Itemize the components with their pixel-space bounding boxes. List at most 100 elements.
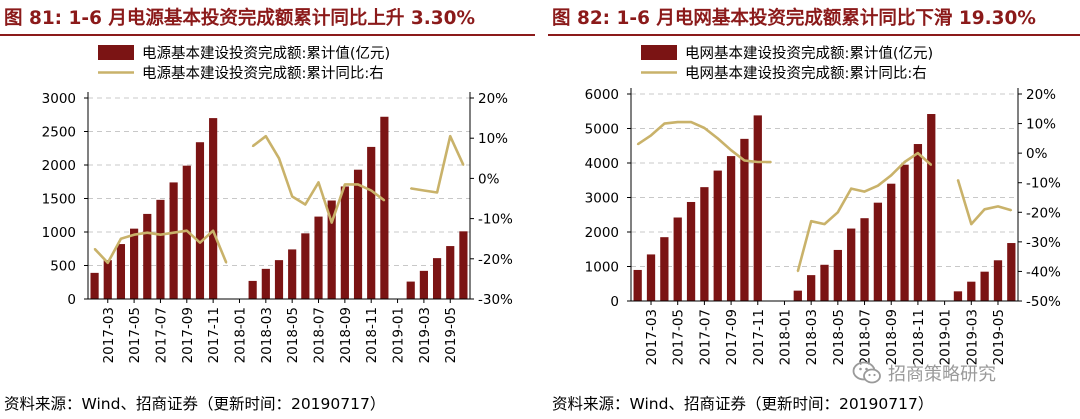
y-left-tick-label: 3000	[585, 191, 619, 207]
x-tick-label: 2018-09	[338, 307, 354, 363]
source-note: 资料来源：Wind、招商证券（更新时间：20190717）	[552, 395, 934, 413]
x-tick-label: 2017-05	[127, 307, 143, 363]
line-point	[730, 149, 732, 151]
y-right-tick-label: 10%	[1026, 117, 1056, 133]
bar	[195, 142, 205, 299]
bar	[660, 237, 669, 301]
bar	[156, 199, 165, 299]
line-point	[756, 161, 759, 163]
y-left-tick-label: 5000	[585, 122, 619, 138]
y-left-tick-label: 4000	[585, 156, 619, 172]
x-tick-label: 2018-09	[884, 309, 900, 365]
x-tick-label: 2019-03	[964, 309, 980, 365]
bar	[1007, 243, 1016, 301]
bar	[847, 228, 856, 301]
bar	[90, 272, 99, 299]
bar	[288, 249, 297, 299]
bar	[314, 216, 323, 299]
bar	[673, 217, 682, 301]
line-point	[650, 134, 652, 137]
line-point	[330, 221, 333, 224]
line-point	[146, 231, 149, 234]
bar	[248, 280, 257, 299]
line-point	[676, 121, 679, 123]
line-point	[199, 241, 201, 244]
y-right-tick-label: -10%	[1026, 176, 1061, 192]
bar	[686, 201, 696, 301]
y-right-tick-label: -30%	[1026, 235, 1061, 251]
line-point	[770, 161, 772, 163]
y-right-tick-label: -50%	[1026, 294, 1061, 310]
x-tick-label: 2017-07	[697, 309, 713, 365]
line-point	[133, 233, 135, 236]
y-left-tick-label: 6000	[585, 87, 619, 103]
line-point	[120, 237, 122, 240]
legend-bar-swatch	[641, 45, 677, 60]
y-right-tick-label: -40%	[1026, 264, 1061, 280]
x-tick-label: 2018-07	[858, 309, 874, 365]
y-right-tick-label: 20%	[1026, 87, 1056, 103]
y-left-tick-label: 0	[610, 294, 619, 310]
legend-bar-label: 电源基本建设投资完成额:累计值(亿元)	[142, 45, 390, 62]
bar	[807, 275, 816, 301]
line-point	[304, 203, 307, 206]
bar	[980, 271, 989, 301]
bar	[432, 258, 442, 299]
bar	[116, 244, 126, 299]
bar	[261, 268, 270, 299]
line-point	[930, 164, 933, 166]
bar	[993, 260, 1003, 301]
line-point	[265, 135, 267, 137]
line-point	[423, 189, 425, 192]
bar	[700, 187, 709, 301]
bar	[726, 156, 736, 301]
bar	[367, 146, 376, 299]
watermark: 招商策略研究	[852, 360, 996, 386]
x-tick-label: 2017-09	[180, 307, 196, 363]
y-right-tick-label: 10%	[478, 131, 508, 147]
bar	[169, 182, 178, 299]
x-tick-label: 2017-11	[206, 307, 222, 363]
line-point	[449, 135, 452, 137]
bar	[913, 144, 923, 301]
x-tick-label: 2018-01	[232, 307, 248, 363]
y-left-tick-label: 0	[67, 292, 76, 308]
chart-panel-power-grid: 图 82: 1-6 月电网基本投资完成额累计同比下滑 19.30% 0 1000 2…	[548, 0, 1080, 390]
bar	[419, 270, 428, 299]
y-left-tick-label: 2000	[42, 158, 76, 174]
line-point	[743, 159, 746, 162]
bar	[130, 228, 139, 299]
bar	[380, 116, 389, 299]
source-note: 资料来源：Wind、招商证券（更新时间：20190717）	[4, 395, 386, 413]
x-tick-label: 2017-05	[671, 309, 687, 365]
line-point	[185, 229, 188, 232]
bar	[927, 114, 936, 301]
x-tick-label: 2018-11	[364, 307, 380, 363]
line-point	[877, 184, 879, 187]
line-point	[291, 195, 293, 198]
bar	[340, 186, 349, 299]
bar	[713, 170, 722, 301]
x-tick-label: 2019-03	[417, 307, 433, 363]
bar	[646, 254, 656, 301]
line-point	[663, 122, 666, 125]
x-tick-label: 2017-11	[751, 309, 767, 365]
line-point	[93, 247, 96, 250]
line-point	[997, 205, 999, 208]
bar	[873, 202, 883, 301]
line-point	[106, 262, 109, 264]
line-point	[797, 270, 799, 273]
line-point	[383, 199, 386, 202]
bar	[103, 260, 112, 299]
y-right-tick-label: 20%	[478, 91, 508, 107]
line-point	[212, 229, 214, 232]
bar	[900, 164, 909, 301]
line-point	[703, 127, 706, 129]
chart-title: 图 81: 1-6 月电源基本投资完成额累计同比上升 3.30%	[4, 8, 476, 29]
y-left-tick-label: 2000	[585, 225, 619, 241]
line-point	[823, 223, 826, 225]
title-divider	[548, 34, 1080, 36]
wechat-icon	[852, 361, 881, 384]
legend-bar-swatch	[98, 45, 134, 60]
chart-panel-power-source: 图 81: 1-6 月电源基本投资完成额累计同比上升 3.30% 0 500 100…	[0, 0, 535, 390]
